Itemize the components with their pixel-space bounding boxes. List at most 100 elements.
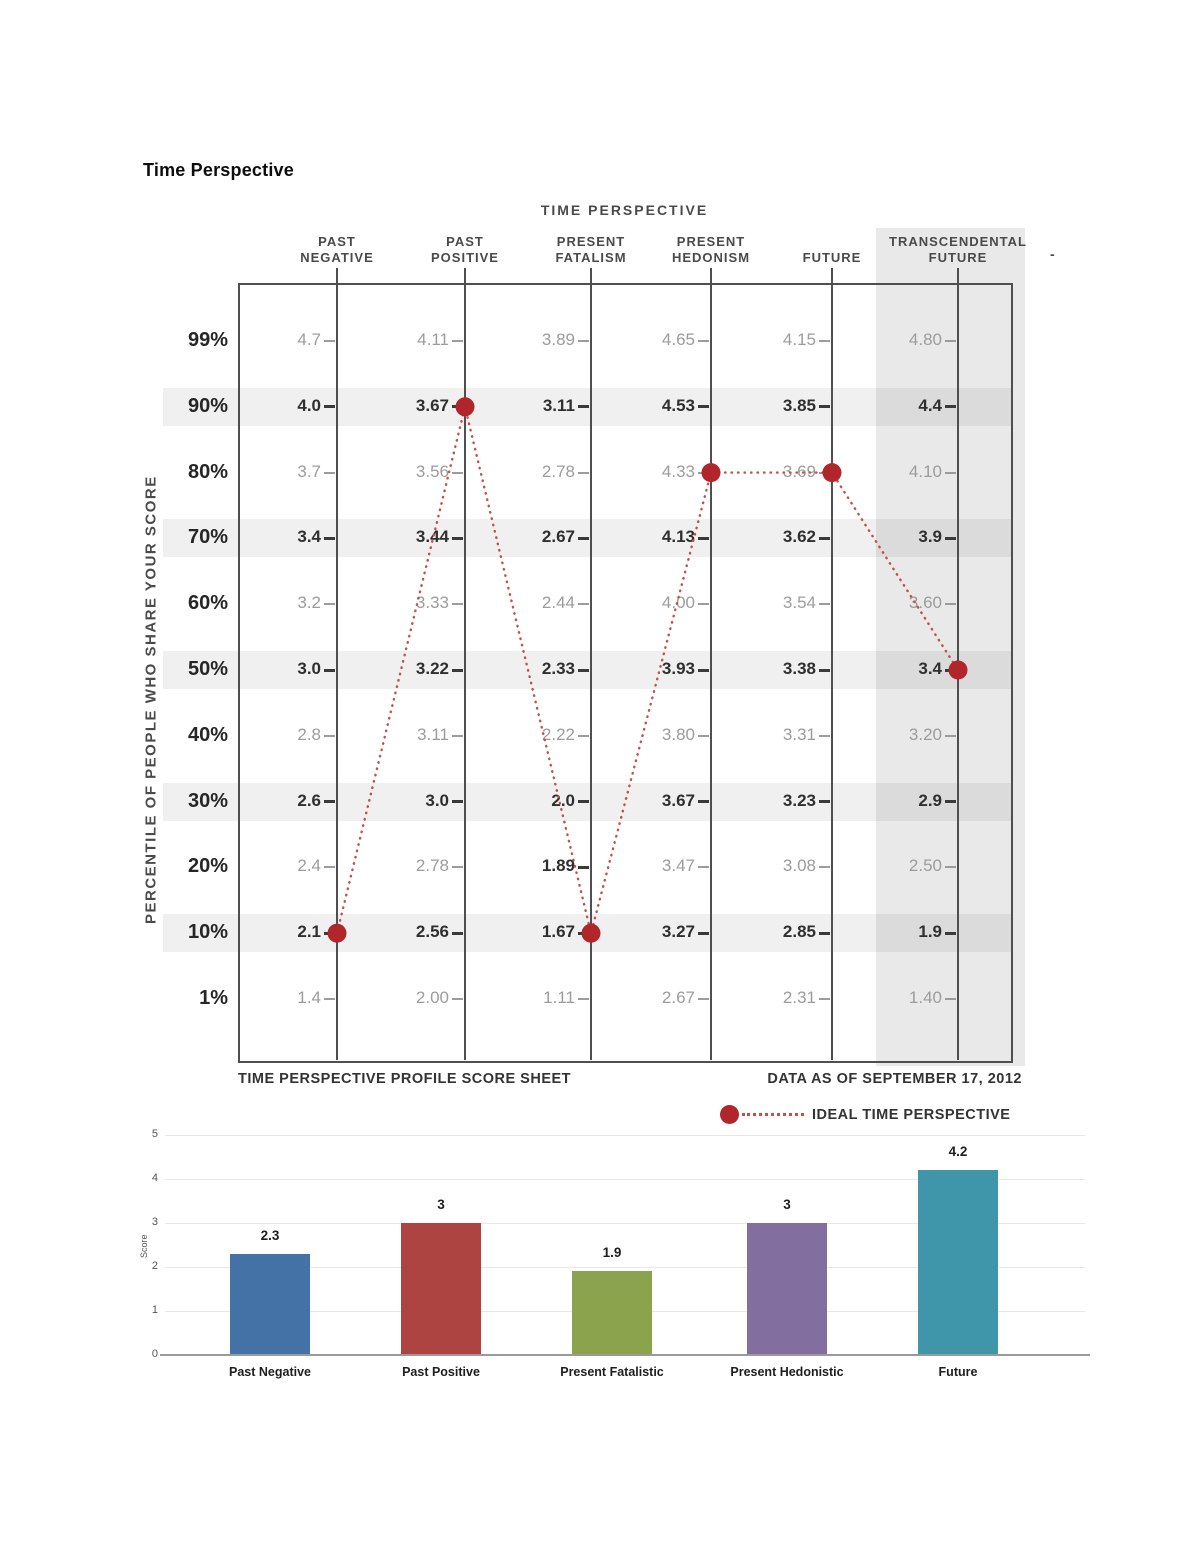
score-cell: 3.0: [425, 790, 449, 810]
score-cell: 2.56: [415, 922, 449, 942]
score-tick: [945, 536, 956, 540]
y-tick-4: 4: [151, 1172, 158, 1184]
score-cell: 3.67: [415, 395, 449, 415]
bar-category-label: Present Fatalistic: [560, 1365, 664, 1379]
scale-line-past-positive: [464, 268, 466, 1060]
column-header-past-negative: PAST NEGATIVE: [247, 234, 427, 266]
score-tick: [945, 471, 956, 474]
column-header-transcendental-future: TRANSCENDENTAL FUTURE: [868, 234, 1048, 266]
bar-value-label: 3: [437, 1197, 445, 1212]
score-tick: [945, 734, 956, 737]
percentile-label-50%: 50%: [187, 658, 228, 680]
score-cell: 2.8: [297, 724, 321, 744]
bar-category-label: Present Hedonistic: [730, 1365, 844, 1379]
score-tick: [578, 800, 589, 804]
bar-past-negative: [230, 1253, 310, 1355]
score-cell: 3.11: [542, 395, 575, 415]
bar-chart-y-axis-label: Score: [139, 1234, 149, 1258]
score-tick: [324, 931, 335, 935]
column-header-present-hedonism: PRESENT HEDONISM: [621, 234, 801, 266]
score-tick: [452, 405, 463, 409]
percentile-label-60%: 60%: [187, 592, 228, 615]
bar-chart-x-axis: [160, 1354, 1090, 1356]
score-tick: [698, 866, 709, 869]
column-header-line: PAST: [318, 234, 356, 249]
score-cell: 3.20: [908, 724, 942, 744]
score-cell: 3.62: [782, 527, 816, 547]
score-cell: 3.38: [782, 659, 816, 678]
percentile-label-10%: 10%: [187, 921, 228, 944]
scale-line-present-fatalism: [590, 268, 592, 1060]
score-tick: [819, 734, 830, 737]
score-cell: 2.85: [782, 922, 816, 942]
percentile-axis-label: PERCENTILE OF PEOPLE WHO SHARE YOUR SCOR…: [142, 475, 160, 925]
score-cell: 1.11: [543, 988, 575, 1007]
score-cell: 2.4: [297, 856, 321, 876]
score-cell: 4.33: [661, 461, 695, 481]
score-tick: [945, 405, 956, 409]
score-cell: 2.6: [297, 790, 321, 810]
column-header-line: FATALISM: [555, 250, 627, 265]
score-tick: [578, 734, 589, 737]
score-cell: 4.13: [661, 527, 695, 547]
score-tick: [819, 800, 830, 804]
y-tick-5: 5: [151, 1128, 158, 1140]
gridline-3: [165, 1223, 1085, 1224]
score-cell: 3.54: [782, 593, 816, 613]
score-tick: [452, 603, 463, 606]
score-cell: 2.67: [541, 527, 575, 547]
score-cell: 3.89: [541, 330, 575, 349]
score-cell: 3.47: [661, 856, 695, 876]
page-title: Time Perspective: [143, 160, 294, 180]
y-tick-3: 3: [151, 1216, 158, 1228]
legend-label: IDEAL TIME PERSPECTIVE: [812, 1106, 1011, 1123]
score-cell: 2.50: [908, 856, 942, 876]
score-cell: 2.1: [297, 922, 321, 942]
score-cell: 3.56: [415, 461, 449, 481]
score-cell: 1.40: [908, 988, 942, 1007]
score-tick: [945, 998, 956, 1000]
gridline-2: [165, 1267, 1085, 1268]
score-tick: [578, 865, 589, 869]
score-tick: [452, 340, 463, 342]
score-tick: [324, 998, 335, 1000]
score-cell: 2.44: [541, 593, 575, 613]
score-cell: 3.85: [782, 395, 816, 415]
column-header-line: PRESENT: [556, 234, 626, 249]
score-cell: 4.80: [908, 330, 942, 349]
scale-line-transcendental-future: [957, 268, 959, 1060]
score-tick: [819, 340, 830, 342]
score-cell: 2.78: [415, 856, 449, 876]
score-cell: 3.08: [782, 856, 816, 876]
score-tick: [578, 603, 589, 606]
score-tick: [452, 536, 463, 540]
bar-category-label: Future: [938, 1365, 978, 1379]
score-tick: [698, 800, 709, 804]
score-tick: [819, 405, 830, 409]
score-tick: [452, 800, 463, 804]
score-tick: [945, 866, 956, 869]
score-cell: 2.9: [918, 790, 942, 810]
score-tick: [698, 603, 709, 606]
score-cell: 3.69: [782, 461, 816, 481]
score-cell: 3.7: [297, 461, 321, 481]
score-cell: 4.7: [297, 330, 321, 349]
scale-line-past-negative: [336, 268, 338, 1060]
column-header-present-fatalism: PRESENT FATALISM: [501, 234, 681, 266]
score-cell: 3.23: [782, 790, 816, 810]
corner-mark: -: [1050, 246, 1055, 262]
score-sheet-frame: [238, 283, 1013, 1063]
percentile-label-70%: 70%: [187, 526, 228, 549]
score-tick: [819, 866, 830, 869]
percentile-label-80%: 80%: [187, 460, 228, 483]
score-tick: [698, 668, 709, 672]
percentile-label-99%: 99%: [187, 329, 228, 351]
score-tick: [578, 340, 589, 342]
score-cell: 3.9: [918, 527, 942, 547]
score-cell: 3.44: [415, 527, 449, 547]
score-cell: 3.0: [297, 659, 321, 678]
score-tick: [578, 471, 589, 474]
column-header-line: POSITIVE: [431, 250, 499, 265]
score-tick: [324, 866, 335, 869]
